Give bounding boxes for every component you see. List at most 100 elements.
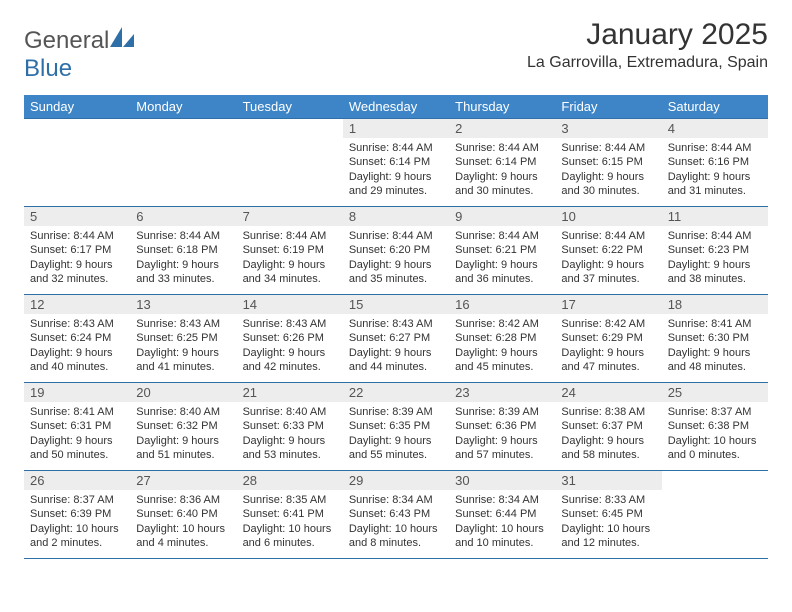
day-number: 26 [24,471,130,490]
day-number: 15 [343,295,449,314]
sail-icon [109,26,135,48]
day-details: Sunrise: 8:44 AMSunset: 6:21 PMDaylight:… [449,226,555,290]
day-details: Sunrise: 8:41 AMSunset: 6:30 PMDaylight:… [662,314,768,378]
calendar-cell: 27Sunrise: 8:36 AMSunset: 6:40 PMDayligh… [130,471,236,559]
calendar-cell: 17Sunrise: 8:42 AMSunset: 6:29 PMDayligh… [555,295,661,383]
day-details: Sunrise: 8:44 AMSunset: 6:15 PMDaylight:… [555,138,661,202]
calendar-cell: 15Sunrise: 8:43 AMSunset: 6:27 PMDayligh… [343,295,449,383]
day-number: 13 [130,295,236,314]
day-number: 27 [130,471,236,490]
day-details: Sunrise: 8:33 AMSunset: 6:45 PMDaylight:… [555,490,661,554]
day-number: 25 [662,383,768,402]
day-details: Sunrise: 8:36 AMSunset: 6:40 PMDaylight:… [130,490,236,554]
calendar-cell: 25Sunrise: 8:37 AMSunset: 6:38 PMDayligh… [662,383,768,471]
day-number: 20 [130,383,236,402]
day-details: Sunrise: 8:34 AMSunset: 6:43 PMDaylight:… [343,490,449,554]
calendar-cell: 29Sunrise: 8:34 AMSunset: 6:43 PMDayligh… [343,471,449,559]
day-number: 8 [343,207,449,226]
day-number: 9 [449,207,555,226]
day-details: Sunrise: 8:37 AMSunset: 6:38 PMDaylight:… [662,402,768,466]
calendar-cell: 19Sunrise: 8:41 AMSunset: 6:31 PMDayligh… [24,383,130,471]
day-number: 2 [449,119,555,138]
calendar-cell: 5Sunrise: 8:44 AMSunset: 6:17 PMDaylight… [24,207,130,295]
calendar-cell [24,119,130,207]
logo: General Blue [24,26,135,83]
day-number: 10 [555,207,661,226]
day-details: Sunrise: 8:44 AMSunset: 6:23 PMDaylight:… [662,226,768,290]
calendar-cell [662,471,768,559]
day-number: 16 [449,295,555,314]
weekday-header: Thursday [449,95,555,119]
day-number: 31 [555,471,661,490]
day-details: Sunrise: 8:44 AMSunset: 6:22 PMDaylight:… [555,226,661,290]
logo-text: General Blue [24,26,135,83]
calendar-cell: 30Sunrise: 8:34 AMSunset: 6:44 PMDayligh… [449,471,555,559]
day-number: 7 [237,207,343,226]
calendar-week: 5Sunrise: 8:44 AMSunset: 6:17 PMDaylight… [24,207,768,295]
day-details: Sunrise: 8:41 AMSunset: 6:31 PMDaylight:… [24,402,130,466]
calendar-cell: 22Sunrise: 8:39 AMSunset: 6:35 PMDayligh… [343,383,449,471]
weekday-header: Sunday [24,95,130,119]
weekday-header: Tuesday [237,95,343,119]
title-block: January 2025 La Garrovilla, Extremadura,… [527,18,768,72]
calendar-cell: 18Sunrise: 8:41 AMSunset: 6:30 PMDayligh… [662,295,768,383]
day-number: 29 [343,471,449,490]
day-details: Sunrise: 8:42 AMSunset: 6:29 PMDaylight:… [555,314,661,378]
day-details: Sunrise: 8:43 AMSunset: 6:27 PMDaylight:… [343,314,449,378]
calendar-cell: 8Sunrise: 8:44 AMSunset: 6:20 PMDaylight… [343,207,449,295]
day-details: Sunrise: 8:43 AMSunset: 6:26 PMDaylight:… [237,314,343,378]
weekday-header: Wednesday [343,95,449,119]
day-number: 3 [555,119,661,138]
calendar-table: SundayMondayTuesdayWednesdayThursdayFrid… [24,95,768,559]
calendar-cell: 14Sunrise: 8:43 AMSunset: 6:26 PMDayligh… [237,295,343,383]
day-details: Sunrise: 8:37 AMSunset: 6:39 PMDaylight:… [24,490,130,554]
day-number: 22 [343,383,449,402]
calendar-cell: 7Sunrise: 8:44 AMSunset: 6:19 PMDaylight… [237,207,343,295]
day-details: Sunrise: 8:38 AMSunset: 6:37 PMDaylight:… [555,402,661,466]
calendar-cell [130,119,236,207]
calendar-cell: 26Sunrise: 8:37 AMSunset: 6:39 PMDayligh… [24,471,130,559]
calendar-cell: 2Sunrise: 8:44 AMSunset: 6:14 PMDaylight… [449,119,555,207]
day-number: 28 [237,471,343,490]
day-details: Sunrise: 8:44 AMSunset: 6:14 PMDaylight:… [343,138,449,202]
day-number: 19 [24,383,130,402]
calendar-cell: 24Sunrise: 8:38 AMSunset: 6:37 PMDayligh… [555,383,661,471]
calendar-week: 26Sunrise: 8:37 AMSunset: 6:39 PMDayligh… [24,471,768,559]
day-details: Sunrise: 8:44 AMSunset: 6:17 PMDaylight:… [24,226,130,290]
calendar-cell: 21Sunrise: 8:40 AMSunset: 6:33 PMDayligh… [237,383,343,471]
calendar-cell: 3Sunrise: 8:44 AMSunset: 6:15 PMDaylight… [555,119,661,207]
day-details: Sunrise: 8:43 AMSunset: 6:24 PMDaylight:… [24,314,130,378]
calendar-cell: 20Sunrise: 8:40 AMSunset: 6:32 PMDayligh… [130,383,236,471]
calendar-cell: 4Sunrise: 8:44 AMSunset: 6:16 PMDaylight… [662,119,768,207]
day-number: 11 [662,207,768,226]
day-number: 12 [24,295,130,314]
calendar-cell: 6Sunrise: 8:44 AMSunset: 6:18 PMDaylight… [130,207,236,295]
weekday-header-row: SundayMondayTuesdayWednesdayThursdayFrid… [24,95,768,119]
day-details: Sunrise: 8:40 AMSunset: 6:33 PMDaylight:… [237,402,343,466]
calendar-cell: 12Sunrise: 8:43 AMSunset: 6:24 PMDayligh… [24,295,130,383]
weekday-header: Friday [555,95,661,119]
day-details: Sunrise: 8:35 AMSunset: 6:41 PMDaylight:… [237,490,343,554]
day-number: 23 [449,383,555,402]
calendar-cell: 23Sunrise: 8:39 AMSunset: 6:36 PMDayligh… [449,383,555,471]
day-details: Sunrise: 8:34 AMSunset: 6:44 PMDaylight:… [449,490,555,554]
calendar-week: 1Sunrise: 8:44 AMSunset: 6:14 PMDaylight… [24,119,768,207]
day-number: 30 [449,471,555,490]
day-number: 14 [237,295,343,314]
calendar-cell: 9Sunrise: 8:44 AMSunset: 6:21 PMDaylight… [449,207,555,295]
day-number: 17 [555,295,661,314]
day-number: 5 [24,207,130,226]
day-details: Sunrise: 8:39 AMSunset: 6:36 PMDaylight:… [449,402,555,466]
calendar-cell: 16Sunrise: 8:42 AMSunset: 6:28 PMDayligh… [449,295,555,383]
day-number: 1 [343,119,449,138]
day-details: Sunrise: 8:44 AMSunset: 6:18 PMDaylight:… [130,226,236,290]
day-number: 21 [237,383,343,402]
calendar-cell: 10Sunrise: 8:44 AMSunset: 6:22 PMDayligh… [555,207,661,295]
day-details: Sunrise: 8:40 AMSunset: 6:32 PMDaylight:… [130,402,236,466]
day-number: 4 [662,119,768,138]
calendar-week: 12Sunrise: 8:43 AMSunset: 6:24 PMDayligh… [24,295,768,383]
day-details: Sunrise: 8:39 AMSunset: 6:35 PMDaylight:… [343,402,449,466]
calendar-cell: 31Sunrise: 8:33 AMSunset: 6:45 PMDayligh… [555,471,661,559]
day-details: Sunrise: 8:43 AMSunset: 6:25 PMDaylight:… [130,314,236,378]
header: General Blue January 2025 La Garrovilla,… [24,18,768,83]
